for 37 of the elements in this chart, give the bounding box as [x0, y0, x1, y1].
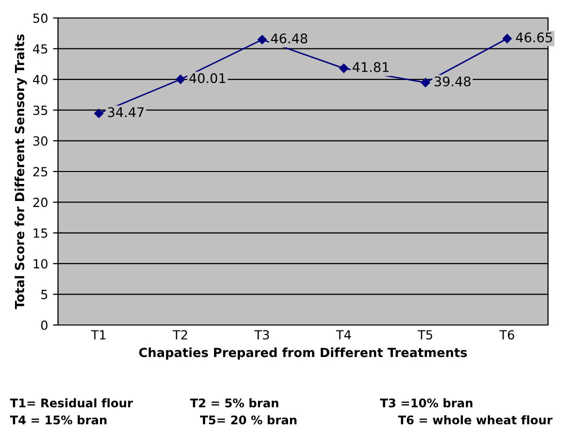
- x-tick-label: T4: [336, 330, 351, 340]
- x-tick-label: T2: [172, 330, 188, 340]
- y-tick-label: 25: [33, 166, 48, 176]
- y-tick-label: 20: [33, 198, 48, 208]
- text: T3 =10% bran: [380, 398, 472, 408]
- point: [502, 34, 512, 44]
- y-tick-label: 10: [34, 259, 48, 269]
- data-label: 41.81: [352, 62, 389, 72]
- data-label: 40.01: [189, 73, 226, 84]
- y-tick-label: 35: [33, 106, 48, 116]
- x-tick-label: T1: [91, 330, 106, 340]
- y-tick-label: 0: [41, 320, 48, 330]
- y-tick-label: 45: [32, 44, 48, 54]
- data-label: 46.48: [270, 33, 308, 44]
- text: T5= 20 % bran: [200, 415, 296, 424]
- y-tick-label: 30: [33, 136, 48, 146]
- x-tick-label: T3: [254, 330, 269, 340]
- x-tick-label: T6: [499, 330, 514, 340]
- point: [420, 78, 430, 88]
- x-tick-label: T5: [418, 330, 432, 340]
- text: T1= Residual flour: [10, 398, 133, 408]
- point: [94, 108, 104, 118]
- text: T6 = whole wheat flour: [398, 415, 552, 424]
- text: T4 = 15% bran: [10, 415, 106, 424]
- data-label: 39.48: [434, 76, 471, 86]
- y-axis-title: Total Score for Different Sensory Traits: [14, 34, 27, 310]
- point: [258, 34, 267, 44]
- y-tick-label: 50: [33, 13, 48, 23]
- point: [339, 64, 348, 73]
- text: T2 = 5% bran: [190, 398, 278, 408]
- y-tick-label: 40: [32, 74, 48, 84]
- data-label: 34.47: [108, 107, 144, 118]
- data-label: 46.65: [516, 32, 552, 42]
- y-tick-label: 5: [41, 290, 48, 300]
- x-axis-title: Chapaties Prepared from Different Treatments: [139, 348, 467, 360]
- y-tick-label: 15: [34, 228, 48, 238]
- point: [176, 74, 186, 84]
